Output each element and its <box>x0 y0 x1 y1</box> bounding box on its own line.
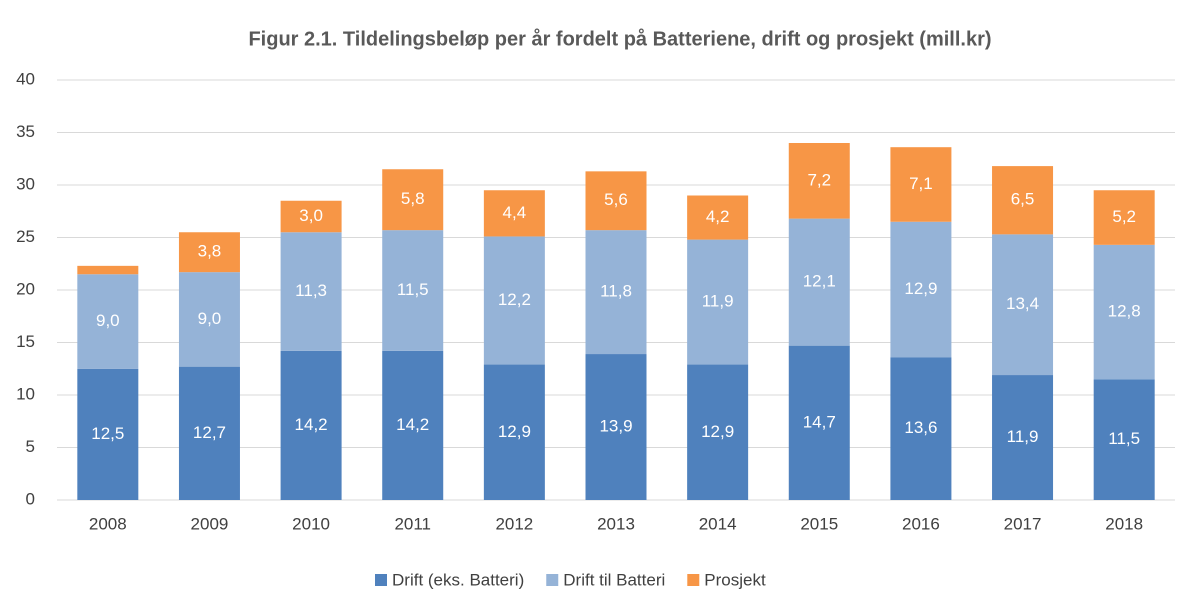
bar-segment <box>280 350 342 500</box>
y-tick-label: 30 <box>16 174 35 193</box>
data-label: 12,2 <box>498 290 531 309</box>
data-label: 11,9 <box>1007 427 1039 446</box>
bar-segment <box>1093 244 1155 380</box>
bar-segment <box>687 364 749 500</box>
bar-segment <box>382 169 444 231</box>
bar-segment <box>992 375 1054 500</box>
bar-segment <box>178 272 240 367</box>
x-tick-label: 2010 <box>292 514 330 533</box>
data-label: 5,2 <box>1112 207 1136 226</box>
bar-segment <box>178 366 240 500</box>
legend-label: Prosjekt <box>704 570 766 589</box>
bar-segment <box>178 232 240 273</box>
data-label: 4,4 <box>503 203 527 222</box>
bar-segment <box>585 354 647 500</box>
legend-swatch <box>375 574 387 586</box>
data-label: 11,5 <box>397 280 429 299</box>
bar-segment <box>280 200 342 233</box>
y-tick-label: 40 <box>16 69 35 88</box>
bar-segment <box>585 230 647 355</box>
data-label: 12,9 <box>498 422 531 441</box>
bar-segment <box>1093 379 1155 500</box>
y-tick-label: 0 <box>26 489 35 508</box>
x-tick-label: 2016 <box>902 514 940 533</box>
data-label: 7,1 <box>909 174 933 193</box>
y-tick-label: 15 <box>16 332 35 351</box>
bar-segment <box>483 364 545 500</box>
bar-segment <box>382 350 444 500</box>
data-label: 5,8 <box>401 189 425 208</box>
x-tick-label: 2013 <box>597 514 635 533</box>
legend-label: Drift (eks. Batteri) <box>392 570 524 589</box>
x-tick-label: 2009 <box>191 514 229 533</box>
chart-title: Figur 2.1. Tildelingsbeløp per år fordel… <box>248 27 991 50</box>
x-tick-label: 2014 <box>699 514 737 533</box>
data-label: 12,9 <box>701 422 734 441</box>
x-tick-label: 2008 <box>89 514 127 533</box>
data-label: 13,9 <box>599 417 632 436</box>
bar-segment <box>687 239 749 365</box>
bar-segment <box>77 274 139 369</box>
data-label: 11,3 <box>295 281 327 300</box>
bar-segment <box>585 171 647 231</box>
legend-label: Drift til Batteri <box>563 570 665 589</box>
data-label: 12,1 <box>803 272 836 291</box>
bar-segment <box>788 345 850 500</box>
x-tick-label: 2015 <box>800 514 838 533</box>
y-tick-label: 25 <box>16 227 35 246</box>
data-label: 3,8 <box>198 242 222 261</box>
data-label: 11,8 <box>600 282 632 301</box>
data-label: 14,7 <box>803 412 836 431</box>
x-tick-label: 2018 <box>1105 514 1143 533</box>
data-label: 14,2 <box>396 415 429 434</box>
data-label: 6,5 <box>1011 190 1035 209</box>
x-tick-label: 2012 <box>495 514 533 533</box>
x-tick-label: 2017 <box>1004 514 1042 533</box>
legend-swatch <box>546 574 559 586</box>
bar-segment <box>890 147 952 222</box>
bar-segment <box>788 218 850 346</box>
bar-segment <box>890 221 952 358</box>
bar-segment <box>890 357 952 500</box>
data-label: 4,2 <box>706 207 730 226</box>
bar-segment <box>483 236 545 365</box>
bar-segment <box>788 143 850 219</box>
legend-swatch <box>687 574 700 586</box>
data-label: 3,0 <box>299 206 323 225</box>
y-tick-label: 20 <box>16 279 35 298</box>
bar-segment <box>992 234 1054 376</box>
bar-segment <box>280 232 342 351</box>
bar-segment <box>687 195 749 240</box>
bar-segment <box>77 265 139 275</box>
x-tick-label: 2011 <box>394 514 431 533</box>
data-label: 12,9 <box>904 279 937 298</box>
data-label: 14,2 <box>295 415 328 434</box>
data-label: 7,2 <box>807 170 831 189</box>
y-tick-label: 10 <box>16 384 35 403</box>
data-label: 9,0 <box>96 311 120 330</box>
bar-segment <box>483 190 545 237</box>
data-label: 13,6 <box>904 418 937 437</box>
bar-segment <box>992 166 1054 235</box>
bar-segment <box>382 230 444 351</box>
data-label: 12,5 <box>91 424 124 443</box>
data-label: 11,9 <box>702 292 734 311</box>
y-tick-label: 35 <box>16 122 35 141</box>
data-label: 12,8 <box>1108 302 1141 321</box>
data-label: 12,7 <box>193 423 226 442</box>
bar-segment <box>1093 190 1155 245</box>
data-label: 13,4 <box>1006 294 1039 313</box>
y-tick-label: 5 <box>26 437 35 456</box>
data-label: 11,5 <box>1108 429 1140 448</box>
data-label: 5,6 <box>604 190 628 209</box>
data-label: 9,0 <box>198 309 222 328</box>
bar-segment <box>77 368 139 500</box>
